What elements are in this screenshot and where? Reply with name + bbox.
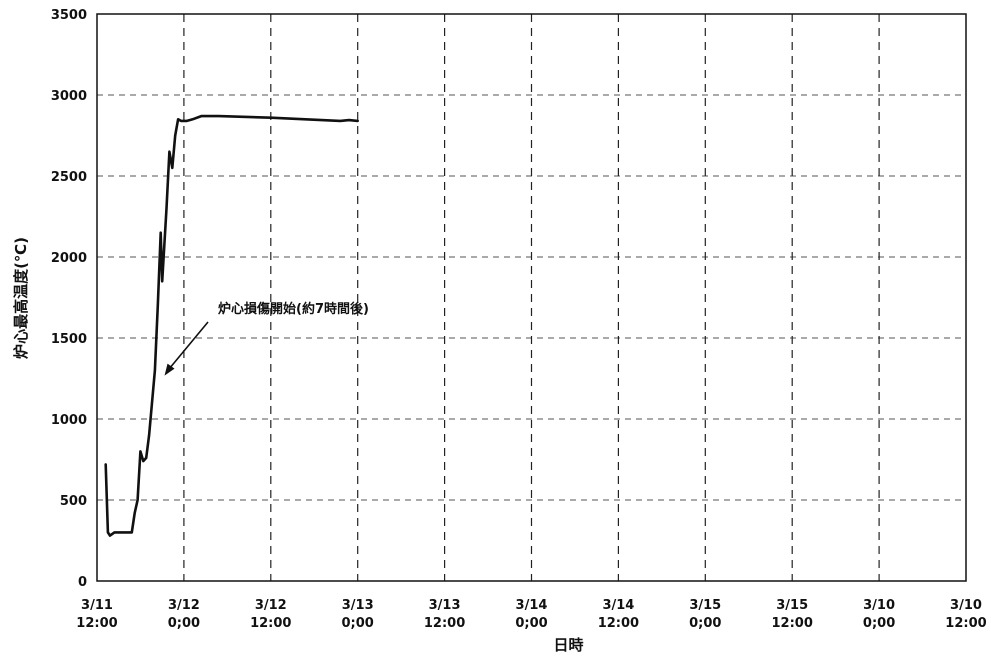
x-tick-label: 3/14 12:00 [598, 598, 639, 631]
y-tick-label: 2000 [51, 251, 87, 266]
x-axis-title: 日時 [553, 636, 583, 654]
annotation-arrow-line [167, 321, 209, 371]
x-tick-label: 3/10 12:00 [945, 598, 986, 631]
x-tick-date: 3/10 [863, 598, 895, 613]
y-tick-label: 500 [60, 494, 87, 509]
x-tick-date: 3/13 [342, 598, 374, 613]
annotation-layer: 炉心損傷開始(約7時間後) [164, 301, 369, 376]
x-tick-time: 12:00 [598, 616, 639, 631]
x-tick-label: 3/12 0;00 [168, 598, 200, 631]
y-axis-title: 炉心最高温度(℃) [12, 237, 30, 359]
x-tick-label: 3/12 12:00 [250, 598, 291, 631]
x-tick-date: 3/15 [776, 598, 808, 613]
annotation-text: 炉心損傷開始(約7時間後) [218, 301, 369, 317]
x-tick-label: 3/13 12:00 [424, 598, 465, 631]
x-tick-label: 3/14 0;00 [515, 598, 547, 631]
y-tick-label: 3000 [51, 89, 87, 104]
x-tick-time: 0;00 [342, 616, 374, 631]
x-tick-date: 3/12 [255, 598, 287, 613]
x-tick-label: 3/13 0;00 [342, 598, 374, 631]
x-tick-time: 12:00 [772, 616, 813, 631]
y-tick-label: 3500 [51, 8, 87, 23]
x-tick-time: 12:00 [945, 616, 986, 631]
x-tick-time: 0;00 [515, 616, 547, 631]
series-line [104, 114, 360, 537]
series-layer [104, 114, 360, 537]
y-tick-label: 1500 [51, 332, 87, 347]
x-tick-date: 3/11 [81, 598, 113, 613]
x-tick-date: 3/13 [429, 598, 461, 613]
x-tick-date: 3/15 [689, 598, 721, 613]
x-tick-date: 3/12 [168, 598, 200, 613]
x-tick-date: 3/14 [516, 598, 548, 613]
y-tick-label: 2500 [51, 170, 87, 185]
y-tick-label: 0 [78, 575, 87, 590]
x-tick-label: 3/10 0;00 [863, 598, 895, 631]
x-tick-label: 3/11 12:00 [76, 598, 117, 631]
x-tick-date: 3/10 [950, 598, 982, 613]
x-tick-time: 12:00 [250, 616, 291, 631]
x-tick-time: 0;00 [168, 616, 200, 631]
x-tick-time: 12:00 [76, 616, 117, 631]
x-tick-time: 0;00 [863, 616, 895, 631]
y-tick-label: 1000 [51, 413, 87, 428]
annotation-arrow-head [164, 363, 175, 376]
x-tick-label: 3/15 0;00 [689, 598, 721, 631]
grid-layer [97, 14, 966, 581]
x-tick-label: 3/15 12:00 [772, 598, 813, 631]
x-tick-date: 3/14 [602, 598, 634, 613]
x-tick-time: 0;00 [689, 616, 721, 631]
x-tick-time: 12:00 [424, 616, 465, 631]
plot-frame [96, 13, 967, 582]
